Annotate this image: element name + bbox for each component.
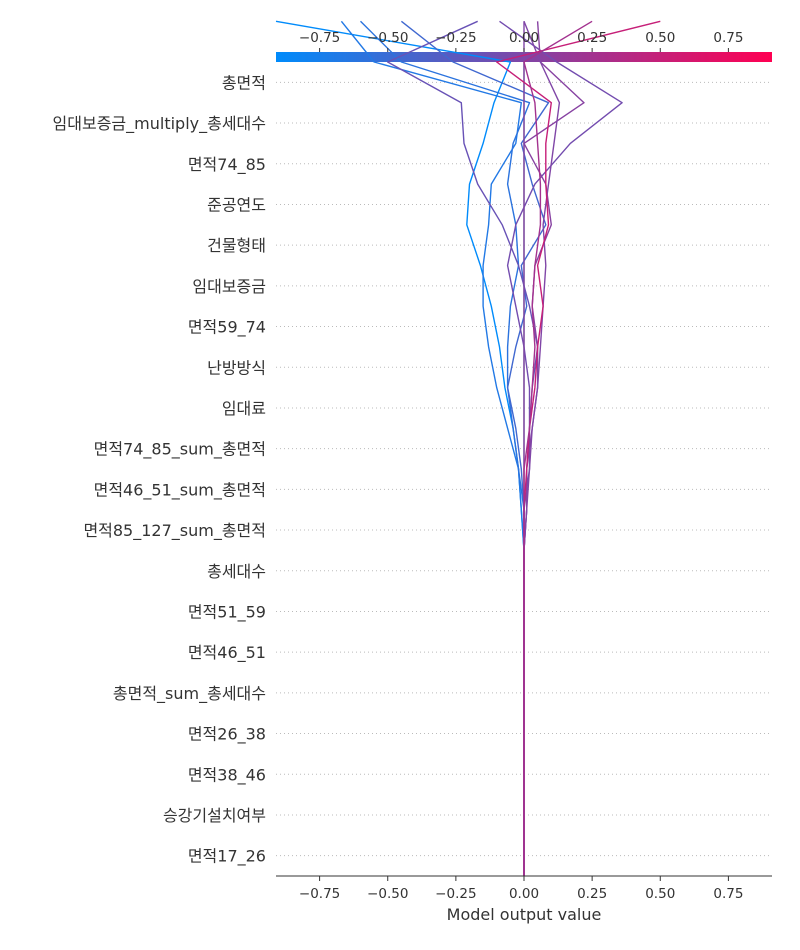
bottom-tick-label: −0.75: [299, 886, 340, 902]
bottom-tick-label: −0.25: [435, 886, 476, 902]
feature-label: 총세대수: [207, 562, 266, 581]
top-tick-label: 0.50: [645, 30, 675, 46]
top-tick-label: 0.25: [577, 30, 607, 46]
feature-label: 총면적_sum_총세대수: [113, 684, 266, 704]
bottom-tick-label: 0.50: [645, 886, 675, 902]
feature-label: 총면적: [222, 73, 266, 92]
feature-label: 면적74_85: [188, 155, 266, 175]
decision-lines: [275, 20, 661, 876]
bottom-tick-label: 0.00: [509, 886, 539, 902]
feature-label: 임대보증금: [192, 277, 266, 296]
feature-label: 면적51_59: [188, 602, 266, 622]
x-axis-title: Model output value: [447, 905, 602, 924]
feature-label: 임대료: [222, 399, 266, 418]
decision-line: [523, 20, 593, 876]
feature-label: 면적85_127_sum_총면적: [83, 521, 266, 541]
top-tick-label: −0.25: [435, 30, 476, 46]
feature-label: 면적17_26: [188, 847, 266, 867]
bottom-tick-label: 0.25: [577, 886, 607, 902]
feature-label: 건물형태: [207, 236, 266, 255]
feature-label: 승강기설치여부: [163, 806, 266, 825]
top-tick-label: −0.50: [367, 30, 408, 46]
feature-label: 면적74_85_sum_총면적: [94, 440, 266, 460]
bottom-axis-ticks: −0.75 −0.50 −0.25 0.00 0.25 0.50 0.75: [299, 876, 743, 902]
feature-label: 난방방식: [207, 358, 266, 377]
top-tick-label: −0.75: [299, 30, 340, 46]
feature-label: 면적59_74: [188, 318, 266, 338]
top-tick-label: 0.75: [713, 30, 743, 46]
feature-label: 면적38_46: [188, 765, 266, 785]
decision-line: [496, 20, 661, 876]
feature-label: 면적26_38: [188, 725, 266, 745]
top-tick-label: 0.00: [509, 30, 539, 46]
feature-label: 면적46_51_sum_총면적: [94, 480, 266, 500]
bottom-tick-label: 0.75: [713, 886, 743, 902]
bottom-tick-label: −0.50: [367, 886, 408, 902]
feature-label: 임대보증금_multiply_총세대수: [53, 114, 266, 134]
feature-label: 면적46_51: [188, 643, 266, 663]
feature-label: 준공연도: [207, 195, 266, 214]
top-axis-ticks: −0.75 −0.50 −0.25 0.00 0.25 0.50 0.75: [299, 30, 743, 52]
